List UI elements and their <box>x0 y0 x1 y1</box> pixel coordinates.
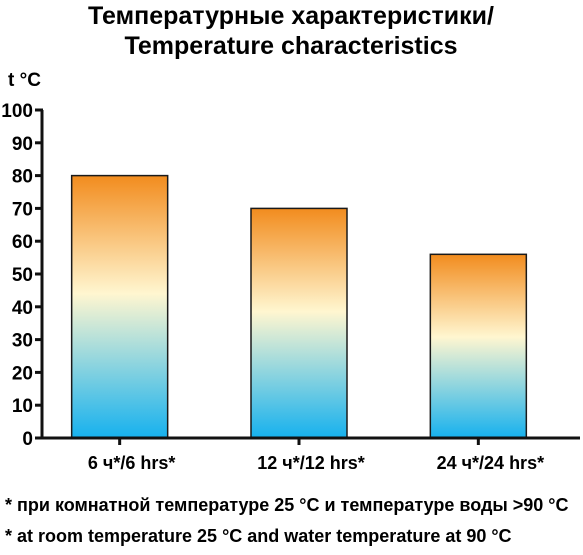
y-tick-label: 10 <box>12 396 33 417</box>
y-tick-label: 60 <box>12 232 33 253</box>
bar-2 <box>250 207 348 439</box>
y-tick-label: 100 <box>1 101 33 122</box>
y-tick-label: 80 <box>12 167 33 188</box>
chart-title: Температурные характеристики/ <box>88 2 494 30</box>
bars <box>70 174 528 439</box>
x-tick-label: 6 ч*/6 hrs* <box>88 453 176 473</box>
y-axis-label: t °C <box>8 70 41 91</box>
y-tick-label: 0 <box>22 429 33 450</box>
x-axis: 6 ч*/6 hrs* 12 ч*/12 hrs* 24 ч*/24 hrs* <box>41 436 580 473</box>
x-tick-label: 12 ч*/12 hrs* <box>257 453 365 473</box>
bar-1 <box>70 174 169 439</box>
footnote-en: * at room temperature 25 °С and water te… <box>5 526 512 546</box>
y-tick-label: 70 <box>12 199 33 220</box>
y-tick-label: 90 <box>12 134 33 155</box>
chart-subtitle: Temperature characteristics <box>124 32 457 60</box>
footnote-ru: * при комнатной температуре 25 °С и темп… <box>5 495 569 515</box>
y-axis: 0 10 20 30 40 50 60 70 80 90 100 <box>1 101 44 450</box>
y-tick-label: 40 <box>12 298 33 319</box>
x-tick-label: 24 ч*/24 hrs* <box>437 453 545 473</box>
y-tick-label: 50 <box>12 265 33 286</box>
y-tick-label: 20 <box>12 363 33 384</box>
y-tick-label: 30 <box>12 331 33 352</box>
bar-3 <box>429 253 528 439</box>
